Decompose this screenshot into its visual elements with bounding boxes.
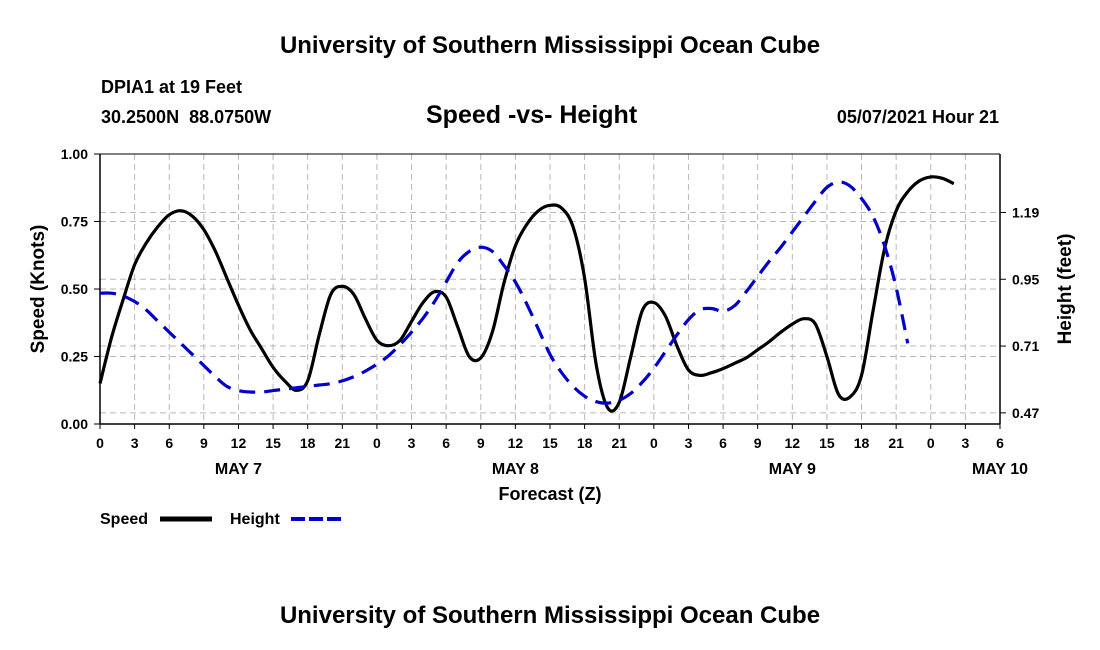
x-tick-label: 21 bbox=[888, 435, 904, 451]
x-tick-label: 3 bbox=[685, 435, 693, 451]
x-tick-label: 0 bbox=[373, 435, 381, 451]
y-left-tick-label: 0.75 bbox=[61, 214, 88, 230]
series-layer bbox=[98, 175, 955, 413]
day-label: MAY 9 bbox=[769, 461, 816, 478]
x-tick-label: 0 bbox=[650, 435, 658, 451]
y-right-tick-label: 0.47 bbox=[1012, 405, 1039, 421]
bottom-title: University of Southern Mississippi Ocean… bbox=[279, 602, 821, 629]
day-label: MAY 7 bbox=[215, 461, 262, 478]
tick-labels: 0 3 6 9 12 15 18 21 0 3 6 9 12 15 18 21 0 3 6 9 12 15 18 21 0 3 6 M… bbox=[28, 146, 1076, 504]
y-right-tick-label: 0.71 bbox=[1012, 338, 1039, 354]
day-label: MAY 10 bbox=[972, 461, 1028, 478]
x-tick-label: 15 bbox=[819, 435, 835, 451]
x-tick-label: 6 bbox=[719, 435, 727, 451]
x-tick-label: 18 bbox=[300, 435, 316, 451]
speed-series-line bbox=[98, 175, 955, 413]
x-tick-label: 0 bbox=[927, 435, 935, 451]
x-tick-label: 9 bbox=[200, 435, 208, 451]
x-tick-label: 15 bbox=[265, 435, 281, 451]
y-left-axis-title: Speed (Knots) bbox=[28, 225, 49, 354]
x-tick-label: 9 bbox=[477, 435, 485, 451]
x-tick-label: 12 bbox=[785, 435, 801, 451]
station-label: DPIA1 at 19 Feet bbox=[101, 77, 243, 97]
height-series-line bbox=[99, 180, 910, 405]
chart-title: Speed -vs- Height bbox=[426, 101, 638, 129]
x-tick-label: 3 bbox=[961, 435, 969, 451]
x-tick-label: 12 bbox=[231, 435, 247, 451]
x-tick-label: 6 bbox=[996, 435, 1004, 451]
x-tick-label: 15 bbox=[542, 435, 558, 451]
y-left-tick-label: 0.25 bbox=[61, 349, 88, 365]
x-tick-label: 12 bbox=[508, 435, 524, 451]
x-tick-label: 6 bbox=[165, 435, 173, 451]
legend-height-label: Height bbox=[230, 511, 280, 528]
run-timestamp: 05/07/2021 Hour 21 bbox=[836, 107, 999, 127]
x-tick-label: 21 bbox=[335, 435, 351, 451]
x-axis-title: Forecast (Z) bbox=[498, 484, 601, 504]
x-tick-label: 3 bbox=[131, 435, 139, 451]
x-tick-label: 6 bbox=[442, 435, 450, 451]
y-left-tick-label: 0.50 bbox=[61, 281, 88, 297]
y-right-tick-label: 1.19 bbox=[1012, 204, 1039, 220]
x-tick-label: 18 bbox=[577, 435, 593, 451]
legend-speed-label: Speed bbox=[100, 511, 148, 528]
day-label: MAY 8 bbox=[492, 461, 539, 478]
y-right-tick-label: 0.95 bbox=[1012, 271, 1039, 287]
x-tick-label: 3 bbox=[408, 435, 416, 451]
x-tick-label: 0 bbox=[96, 435, 104, 451]
x-tick-label: 21 bbox=[611, 435, 627, 451]
y-left-tick-label: 0.00 bbox=[61, 416, 88, 432]
grid-lines bbox=[100, 154, 1000, 424]
x-tick-label: 9 bbox=[754, 435, 762, 451]
y-right-axis-title: Height (feet) bbox=[1055, 234, 1076, 345]
y-left-tick-label: 1.00 bbox=[61, 146, 88, 162]
x-tick-label: 18 bbox=[854, 435, 870, 451]
station-coordinates: 30.2500N 88.0750W bbox=[101, 107, 272, 127]
axes bbox=[94, 153, 1006, 429]
top-title: University of Southern Mississippi Ocean… bbox=[279, 32, 821, 59]
legend: Speed Height bbox=[100, 511, 343, 528]
